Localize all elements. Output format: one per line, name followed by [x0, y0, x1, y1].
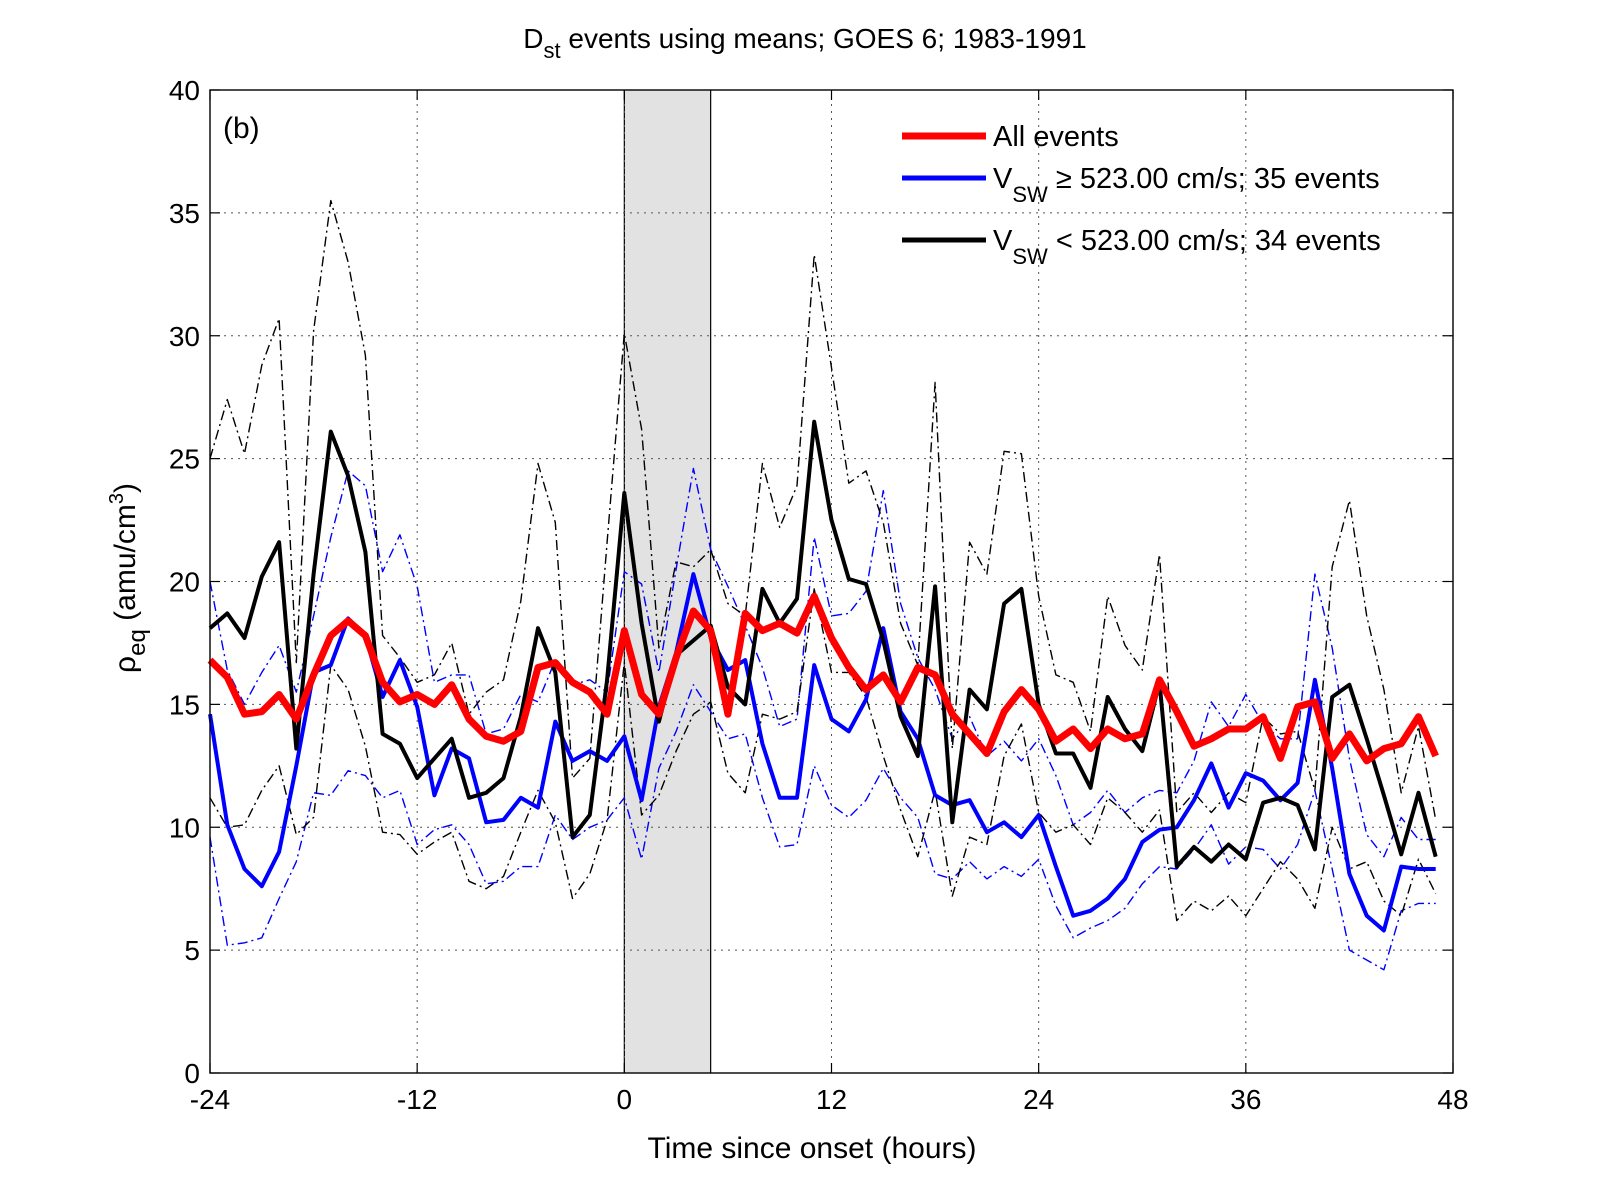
x-axis-label: Time since onset (hours)	[647, 1132, 976, 1165]
series-line-0	[207, 592, 1439, 765]
x-tick-label: 36	[1230, 1084, 1261, 1115]
y-tick-label: 5	[184, 935, 200, 966]
chart-title: Dst events using means; GOES 6; 1983-199…	[523, 23, 1086, 63]
y-tick-label: 15	[169, 689, 200, 720]
x-tick-label: 0	[617, 1084, 633, 1115]
x-tick-label: -12	[397, 1084, 437, 1115]
panel-label: (b)	[223, 112, 260, 145]
y-tick-label: 0	[184, 1058, 200, 1089]
series-line-2	[208, 419, 1438, 869]
x-tick-label: 12	[816, 1084, 847, 1115]
y-tick-label: 10	[169, 812, 200, 843]
x-tick-label: 48	[1437, 1084, 1468, 1115]
bound-line-4	[209, 684, 1436, 971]
legend-entry: All events	[993, 121, 1119, 153]
x-tick-label: 24	[1023, 1084, 1054, 1115]
y-axis-label: ρeq (amu/cm3)	[106, 483, 151, 673]
legend-entry: VSW ≥ 523.00 cm/s; 35 events	[993, 163, 1380, 207]
y-tick-label: 25	[169, 444, 200, 475]
y-tick-label: 40	[169, 75, 200, 106]
x-tick-label: -24	[190, 1084, 230, 1115]
bound-line-6	[209, 588, 1437, 922]
bound-line-5	[209, 199, 1437, 821]
y-tick-label: 20	[169, 567, 200, 598]
y-tick-label: 35	[169, 198, 200, 229]
y-tick-label: 30	[169, 321, 200, 352]
legend-entry: VSW < 523.00 cm/s; 34 events	[993, 225, 1381, 269]
